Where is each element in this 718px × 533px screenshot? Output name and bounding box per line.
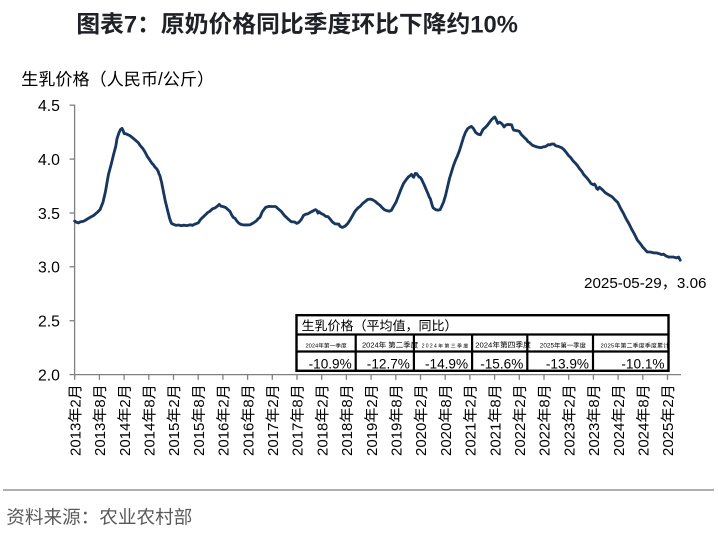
- svg-text:2: 2: [611, 399, 628, 407]
- svg-text:-15.6%: -15.6%: [480, 356, 523, 371]
- svg-text:8: 8: [487, 399, 504, 407]
- svg-text:7: 7: [124, 11, 137, 38]
- svg-text:2: 2: [364, 399, 381, 407]
- svg-text:8: 8: [586, 399, 603, 407]
- svg-text:2024: 2024: [611, 423, 628, 456]
- svg-text:2: 2: [265, 399, 282, 407]
- svg-text:10%: 10%: [470, 11, 518, 38]
- svg-text:2022: 2022: [512, 423, 529, 456]
- svg-text:2: 2: [314, 399, 331, 407]
- svg-text:8: 8: [191, 399, 208, 407]
- svg-text:2018: 2018: [339, 423, 356, 456]
- svg-text:8: 8: [290, 399, 307, 407]
- svg-text:8: 8: [240, 399, 257, 407]
- svg-text:-12.7%: -12.7%: [367, 356, 410, 371]
- svg-text:2: 2: [512, 399, 529, 407]
- svg-text:2024: 2024: [636, 423, 653, 456]
- svg-text:2: 2: [463, 399, 480, 407]
- svg-text:8: 8: [537, 399, 554, 407]
- svg-text:2017: 2017: [265, 423, 282, 456]
- svg-text:-14.9%: -14.9%: [425, 356, 468, 371]
- svg-text:2023: 2023: [561, 423, 578, 456]
- svg-text:3.06: 3.06: [677, 275, 707, 292]
- svg-text:2019: 2019: [364, 423, 381, 456]
- svg-text:8: 8: [636, 399, 653, 407]
- svg-text:-13.9%: -13.9%: [546, 356, 589, 371]
- svg-text:2: 2: [216, 399, 233, 407]
- svg-text:2020: 2020: [413, 423, 430, 456]
- svg-text:2024: 2024: [422, 344, 438, 350]
- svg-text:2.0: 2.0: [38, 367, 60, 384]
- svg-text:3.5: 3.5: [38, 206, 60, 223]
- svg-text:/: /: [158, 70, 163, 89]
- svg-text:2018: 2018: [314, 423, 331, 456]
- svg-text:2017: 2017: [290, 423, 307, 456]
- svg-text:2: 2: [166, 399, 183, 407]
- svg-text:2016: 2016: [216, 423, 233, 456]
- svg-text:2025: 2025: [601, 344, 615, 350]
- svg-text:2: 2: [67, 399, 84, 407]
- svg-text:2025-05-29: 2025-05-29: [584, 275, 662, 292]
- svg-text:2016: 2016: [240, 423, 257, 456]
- svg-text:2013: 2013: [92, 423, 109, 456]
- svg-text:2014: 2014: [142, 423, 159, 456]
- svg-text:8: 8: [389, 399, 406, 407]
- svg-text:2014: 2014: [117, 423, 134, 456]
- svg-text:-10.9%: -10.9%: [309, 356, 352, 371]
- svg-text:2022: 2022: [537, 423, 554, 456]
- svg-text:2024: 2024: [362, 341, 379, 350]
- svg-text:2025: 2025: [660, 423, 677, 456]
- svg-text:2015: 2015: [191, 423, 208, 456]
- svg-text:3.0: 3.0: [38, 260, 60, 277]
- svg-text:2019: 2019: [389, 423, 406, 456]
- svg-text:2024: 2024: [475, 341, 493, 350]
- svg-text:4.0: 4.0: [38, 152, 60, 169]
- svg-text:2021: 2021: [487, 423, 504, 456]
- svg-text:2021: 2021: [463, 423, 480, 456]
- svg-text:2013: 2013: [67, 423, 84, 456]
- svg-text:-10.1%: -10.1%: [621, 356, 664, 371]
- svg-text:2: 2: [561, 399, 578, 407]
- svg-text:2.5: 2.5: [38, 314, 60, 331]
- svg-text:2: 2: [413, 399, 430, 407]
- svg-text:2025: 2025: [540, 343, 555, 350]
- svg-text:8: 8: [142, 399, 159, 407]
- svg-text:2023: 2023: [586, 423, 603, 456]
- svg-text:2: 2: [117, 399, 134, 407]
- svg-text:2015: 2015: [166, 423, 183, 456]
- svg-text:8: 8: [438, 399, 455, 407]
- svg-text:2: 2: [660, 399, 677, 407]
- svg-text:8: 8: [92, 399, 109, 407]
- svg-text:4.5: 4.5: [38, 98, 60, 115]
- svg-text:2020: 2020: [438, 423, 455, 456]
- svg-text:2024: 2024: [306, 344, 319, 350]
- svg-text:8: 8: [339, 399, 356, 407]
